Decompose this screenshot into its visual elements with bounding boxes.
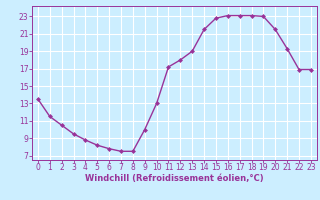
X-axis label: Windchill (Refroidissement éolien,°C): Windchill (Refroidissement éolien,°C) — [85, 174, 264, 183]
